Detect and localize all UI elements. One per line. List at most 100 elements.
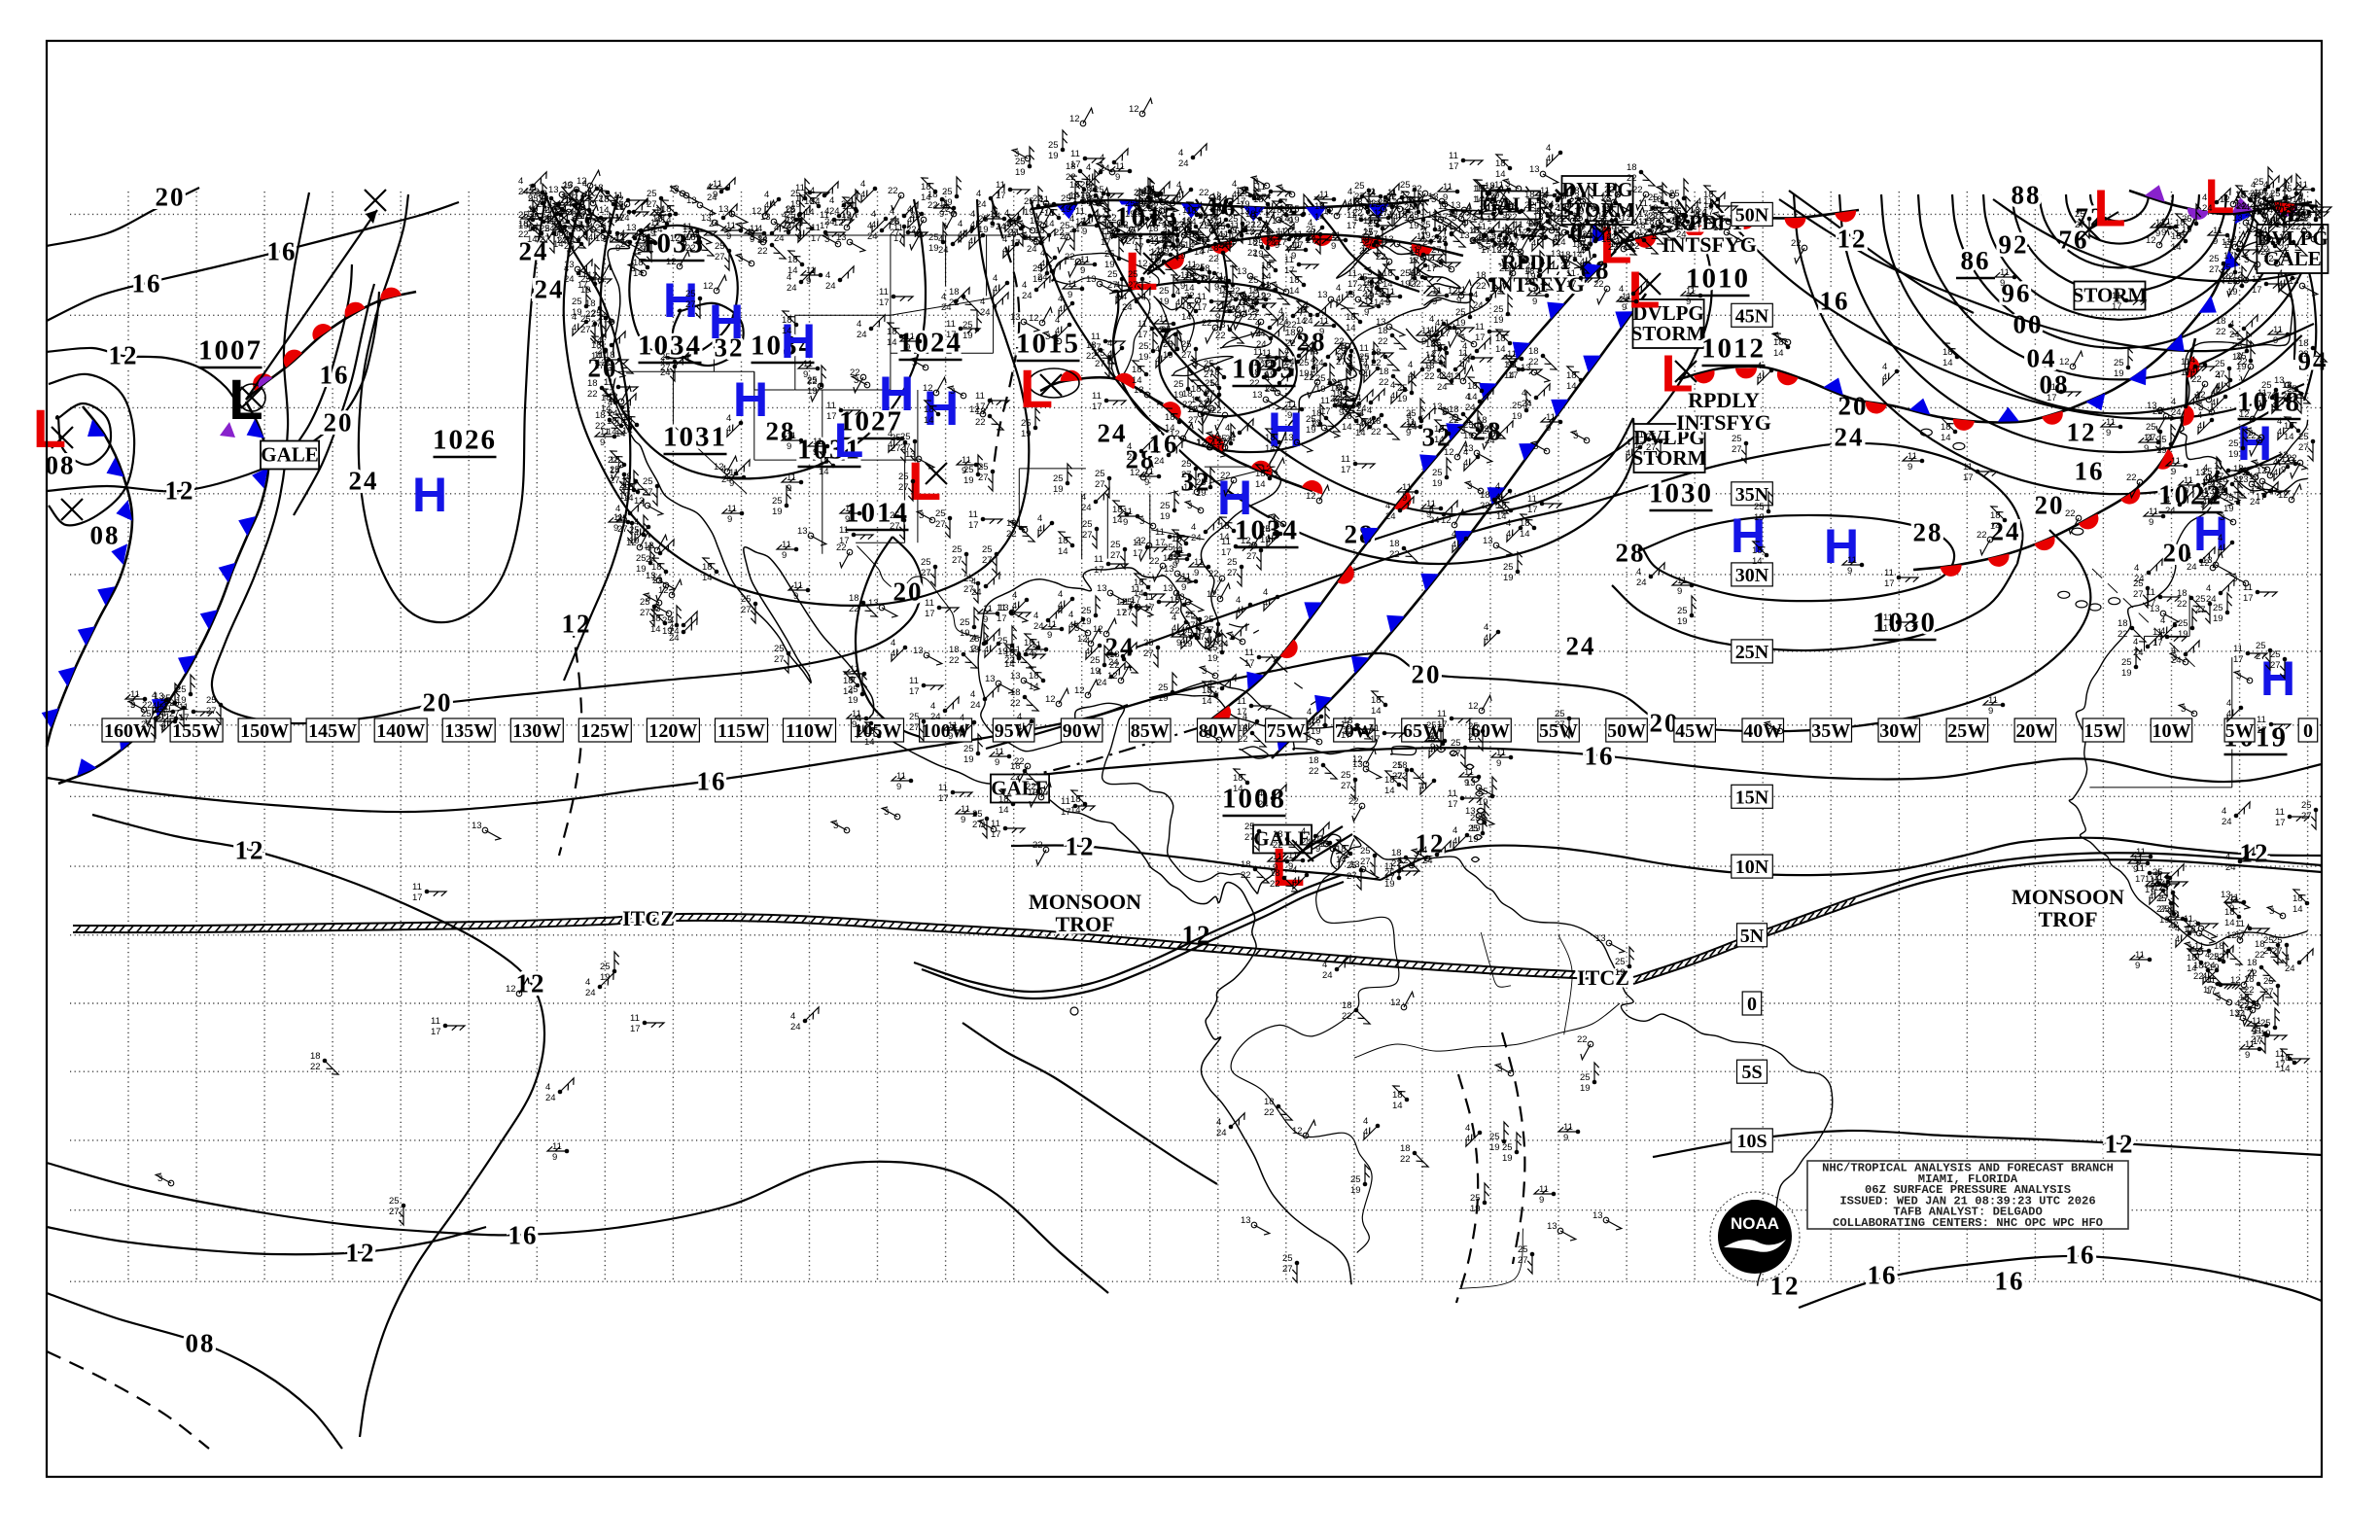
svg-text:20: 20	[156, 182, 186, 211]
svg-text:ISSUED: WED JAN 21 08:39:23 UT: ISSUED: WED JAN 21 08:39:23 UTC 2026	[1839, 1194, 2095, 1208]
svg-text:5S: 5S	[1741, 1062, 1762, 1083]
svg-text:L: L	[834, 413, 864, 468]
svg-text:24: 24	[1835, 422, 1865, 451]
svg-text:20: 20	[423, 688, 453, 718]
svg-text:STORM: STORM	[2073, 284, 2148, 307]
svg-text:12: 12	[2067, 417, 2097, 446]
svg-text:5N: 5N	[1740, 926, 1765, 947]
svg-text:16: 16	[508, 1221, 539, 1250]
svg-text:32: 32	[715, 332, 745, 362]
svg-text:1008: 1008	[1222, 783, 1286, 814]
svg-text:50N: 50N	[1735, 204, 1769, 226]
svg-text:L: L	[228, 368, 262, 432]
svg-text:H: H	[709, 295, 744, 349]
svg-text:35N: 35N	[1735, 484, 1769, 506]
svg-text:90W: 90W	[1063, 720, 1102, 742]
svg-text:28: 28	[1913, 518, 1943, 547]
svg-text:96: 96	[2002, 278, 2032, 307]
svg-text:155W: 155W	[172, 720, 221, 742]
svg-text:16: 16	[267, 236, 298, 265]
svg-text:20: 20	[1412, 660, 1442, 689]
svg-text:5W: 5W	[2225, 720, 2255, 742]
svg-text:30W: 30W	[1879, 720, 1918, 742]
svg-text:24: 24	[349, 466, 379, 495]
svg-text:100W: 100W	[922, 720, 970, 742]
svg-text:12: 12	[2067, 417, 2097, 446]
svg-text:145W: 145W	[308, 720, 357, 742]
svg-text:12: 12	[2240, 839, 2270, 868]
svg-text:24: 24	[1566, 632, 1596, 661]
svg-text:L: L	[2094, 179, 2126, 237]
svg-text:12: 12	[1770, 1272, 1801, 1301]
svg-text:10S: 10S	[1736, 1131, 1767, 1152]
svg-text:50W: 50W	[1607, 720, 1646, 742]
svg-text:0: 0	[2303, 720, 2313, 742]
svg-text:1031: 1031	[797, 434, 861, 465]
svg-text:1030: 1030	[1649, 477, 1713, 508]
svg-text:INTSFYG: INTSFYG	[1676, 410, 1771, 435]
svg-text:TROF: TROF	[1055, 912, 1114, 936]
svg-text:16: 16	[132, 268, 162, 298]
svg-text:20: 20	[893, 578, 924, 607]
svg-text:H: H	[733, 372, 768, 427]
svg-text:85W: 85W	[1131, 720, 1170, 742]
svg-text:0: 0	[1747, 994, 1757, 1015]
svg-text:135W: 135W	[444, 720, 493, 742]
svg-text:12: 12	[2105, 1130, 2135, 1159]
svg-text:04: 04	[2027, 343, 2057, 372]
svg-text:16: 16	[320, 360, 350, 389]
svg-text:INTSFYG: INTSFYG	[1662, 232, 1757, 257]
svg-text:16: 16	[697, 767, 727, 796]
svg-text:140W: 140W	[376, 720, 425, 742]
svg-text:TAFB ANALYST: DELGADO: TAFB ANALYST: DELGADO	[1893, 1206, 2043, 1219]
svg-text:06Z SURFACE PRESSURE ANALYSIS: 06Z SURFACE PRESSURE ANALYSIS	[1865, 1183, 2071, 1197]
svg-text:45W: 45W	[1675, 720, 1714, 742]
svg-text:60W: 60W	[1471, 720, 1510, 742]
svg-text:24: 24	[1098, 418, 1128, 447]
svg-text:COLLABORATING CENTERS: NHC OPC: COLLABORATING CENTERS: NHC OPC WPC HFO	[1833, 1216, 2103, 1230]
svg-text:12: 12	[1416, 829, 1446, 858]
svg-text:H: H	[879, 367, 914, 421]
svg-text:1027: 1027	[839, 405, 903, 437]
svg-text:TROF: TROF	[2038, 907, 2097, 931]
svg-text:DVLPG: DVLPG	[1632, 301, 1704, 325]
svg-text:20W: 20W	[2015, 720, 2054, 742]
svg-text:20: 20	[324, 407, 354, 437]
svg-text:08: 08	[186, 1329, 216, 1358]
svg-text:NOAA: NOAA	[1731, 1214, 1779, 1233]
svg-text:12: 12	[109, 340, 139, 369]
svg-text:92: 92	[1999, 229, 2029, 259]
svg-text:12: 12	[165, 476, 195, 506]
svg-text:130W: 130W	[512, 720, 561, 742]
svg-text:MONSOON: MONSOON	[2012, 885, 2124, 909]
svg-text:40W: 40W	[1743, 720, 1782, 742]
svg-text:10W: 10W	[2152, 720, 2191, 742]
svg-text:1012: 1012	[1701, 332, 1766, 364]
svg-text:10N: 10N	[1735, 857, 1769, 878]
svg-text:20: 20	[2035, 491, 2065, 520]
svg-text:1010: 1010	[1686, 262, 1750, 294]
svg-text:20: 20	[1650, 709, 1680, 738]
svg-text:16: 16	[1995, 1267, 2025, 1296]
svg-text:ITCZ: ITCZ	[622, 906, 675, 930]
svg-text:16: 16	[2075, 456, 2105, 485]
svg-text:45N: 45N	[1735, 305, 1769, 327]
svg-text:88: 88	[2012, 180, 2042, 209]
svg-text:12: 12	[516, 969, 546, 998]
svg-text:25N: 25N	[1735, 642, 1769, 663]
svg-text:08: 08	[90, 521, 121, 550]
svg-text:12: 12	[562, 610, 592, 639]
svg-text:28: 28	[1616, 539, 1646, 568]
svg-text:12: 12	[1838, 224, 1868, 253]
svg-text:12: 12	[235, 836, 265, 865]
svg-text:1031: 1031	[663, 421, 727, 452]
svg-text:MIAMI, FLORIDA: MIAMI, FLORIDA	[1918, 1172, 2018, 1186]
svg-text:16: 16	[1868, 1261, 1898, 1290]
svg-text:16: 16	[2066, 1241, 2096, 1270]
svg-text:125W: 125W	[580, 720, 629, 742]
svg-text:25W: 25W	[1947, 720, 1986, 742]
svg-text:H: H	[412, 468, 447, 522]
svg-text:16: 16	[1585, 742, 1615, 771]
svg-text:120W: 120W	[648, 720, 697, 742]
svg-text:GALE: GALE	[261, 443, 319, 467]
